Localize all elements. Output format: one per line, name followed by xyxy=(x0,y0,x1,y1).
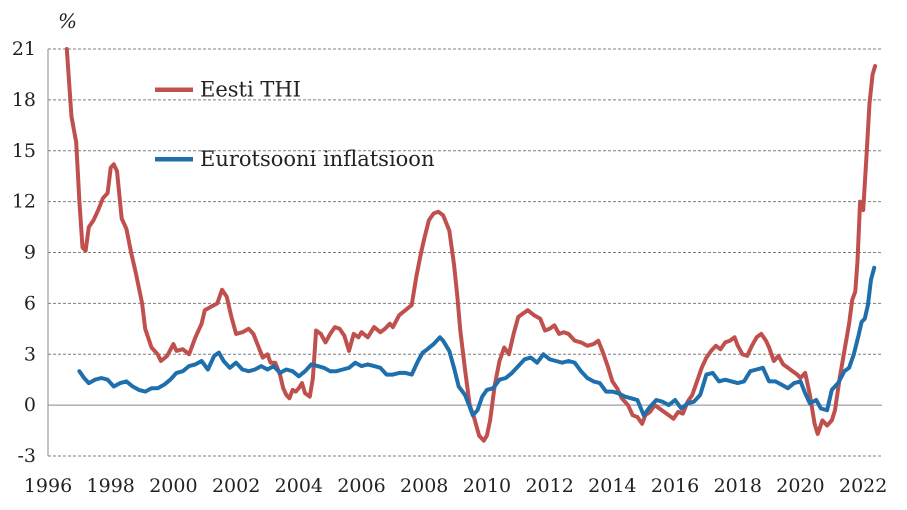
x-tick-label: 2002 xyxy=(212,475,260,497)
y-axis-ticks: -3 0 3 6 9 12 15 18 21 xyxy=(12,38,36,467)
series-line-2 xyxy=(77,265,877,418)
x-tick-label: 2008 xyxy=(400,475,448,497)
y-tick-label: 6 xyxy=(24,292,36,314)
series-lines xyxy=(64,47,878,443)
x-tick-label: 2020 xyxy=(776,475,824,497)
x-tick-label: 2010 xyxy=(463,475,511,497)
legend-label-1: Eesti THI xyxy=(200,78,301,102)
legend: Eesti THI Eurotsooni inflatsioon xyxy=(155,78,434,171)
y-tick-label: 3 xyxy=(24,343,36,365)
x-tick-label: 2022 xyxy=(839,475,887,497)
y-tick-label: 18 xyxy=(12,89,36,111)
series-line-1 xyxy=(64,47,878,443)
axes xyxy=(47,49,882,456)
y-tick-label: 0 xyxy=(24,394,36,416)
y-tick-label: -3 xyxy=(17,445,36,467)
x-tick-label: 2014 xyxy=(588,475,636,497)
y-tick-label: 21 xyxy=(12,38,36,60)
x-tick-label: 2018 xyxy=(714,475,762,497)
x-tick-label: 2006 xyxy=(337,475,385,497)
y-tick-label: 12 xyxy=(12,191,36,213)
y-tick-label: 15 xyxy=(12,140,36,162)
x-tick-label: 2000 xyxy=(149,475,197,497)
legend-label-2: Eurotsooni inflatsioon xyxy=(200,147,434,171)
y-tick-label: 9 xyxy=(24,242,36,264)
y-axis-unit-label: % xyxy=(58,9,77,33)
x-tick-label: 2012 xyxy=(525,475,573,497)
x-tick-label: 1998 xyxy=(87,475,135,497)
x-axis-ticks: 1996 1998 2000 2002 2004 2006 2008 2010 2012 2014… xyxy=(24,475,888,497)
x-tick-label: 2004 xyxy=(275,475,323,497)
x-tick-label: 2016 xyxy=(651,475,699,497)
x-tick-label: 1996 xyxy=(24,475,72,497)
